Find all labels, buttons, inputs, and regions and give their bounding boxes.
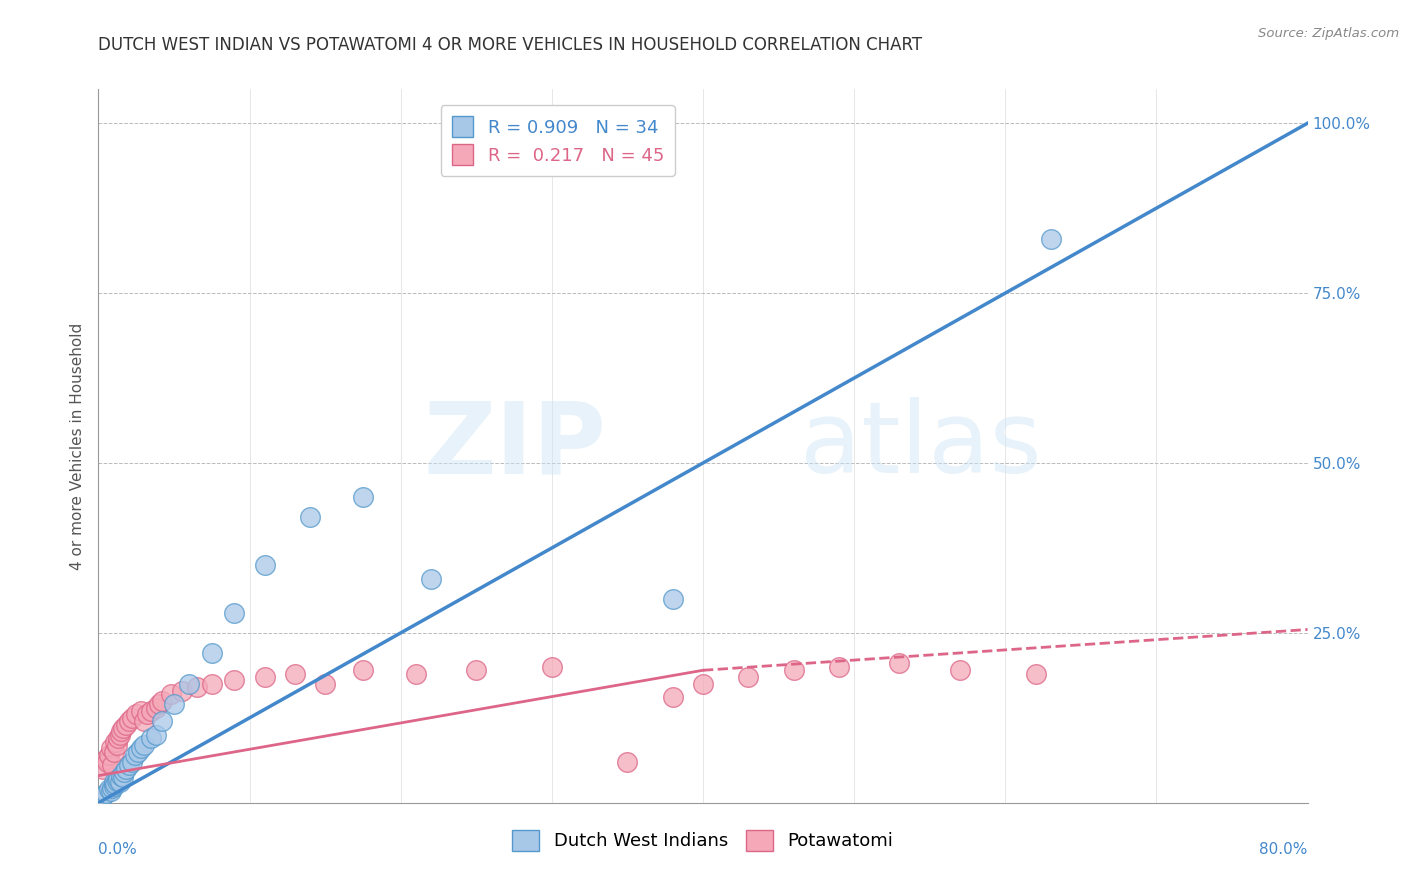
Text: atlas: atlas <box>800 398 1042 494</box>
Point <box>150 694 173 708</box>
Text: Source: ZipAtlas.com: Source: ZipAtlas.com <box>1258 27 1399 40</box>
Point <box>114 762 136 776</box>
Point <box>201 677 224 691</box>
Point <box>186 680 208 694</box>
Point <box>661 690 683 705</box>
Point <box>127 745 149 759</box>
Point <box>98 782 121 797</box>
Point <box>108 728 131 742</box>
Point <box>405 666 427 681</box>
Text: 0.0%: 0.0% <box>98 842 138 857</box>
Point <box>299 510 322 524</box>
Point <box>148 698 170 712</box>
Point <box>314 677 336 691</box>
Point <box>124 748 146 763</box>
Point <box>118 758 141 772</box>
Point <box>132 714 155 729</box>
Y-axis label: 4 or more Vehicles in Household: 4 or more Vehicles in Household <box>69 322 84 570</box>
Point <box>112 765 135 780</box>
Point <box>889 657 911 671</box>
Point <box>170 683 193 698</box>
Point <box>160 687 183 701</box>
Point <box>224 673 246 688</box>
Point <box>105 774 128 789</box>
Point <box>465 663 488 677</box>
Point <box>661 591 683 606</box>
Point <box>98 748 121 763</box>
Text: DUTCH WEST INDIAN VS POTAWATOMI 4 OR MORE VEHICLES IN HOUSEHOLD CORRELATION CHAR: DUTCH WEST INDIAN VS POTAWATOMI 4 OR MOR… <box>98 36 922 54</box>
Point <box>96 755 118 769</box>
Point <box>114 717 136 731</box>
Point <box>104 734 127 748</box>
Point <box>284 666 307 681</box>
Point <box>129 704 152 718</box>
Point <box>118 714 141 729</box>
Point <box>828 660 851 674</box>
Text: ZIP: ZIP <box>423 398 606 494</box>
Point <box>121 755 143 769</box>
Point <box>141 704 163 718</box>
Point <box>420 572 443 586</box>
Point <box>91 789 114 803</box>
Point <box>540 660 562 674</box>
Point <box>94 786 117 800</box>
Point <box>100 783 122 797</box>
Point <box>103 775 125 789</box>
Point <box>110 724 132 739</box>
Point <box>107 772 129 786</box>
Point <box>132 738 155 752</box>
Point <box>111 770 134 784</box>
Legend: Dutch West Indians, Potawatomi: Dutch West Indians, Potawatomi <box>505 822 901 858</box>
Point <box>110 769 132 783</box>
Point <box>179 677 201 691</box>
Point <box>352 490 374 504</box>
Point <box>1039 232 1062 246</box>
Point <box>737 670 759 684</box>
Point <box>121 711 143 725</box>
Point <box>100 741 122 756</box>
Point <box>253 558 276 572</box>
Point <box>103 779 125 793</box>
Point <box>145 700 167 714</box>
Point <box>163 698 186 712</box>
Point <box>108 775 131 789</box>
Point <box>101 758 124 772</box>
Point <box>145 728 167 742</box>
Point <box>94 751 117 765</box>
Text: 80.0%: 80.0% <box>1260 842 1308 857</box>
Point <box>107 731 129 746</box>
Point <box>1024 666 1046 681</box>
Point <box>101 780 124 795</box>
Point <box>91 762 114 776</box>
Point <box>141 731 163 746</box>
Point <box>253 670 276 684</box>
Point <box>105 738 128 752</box>
Point <box>224 606 246 620</box>
Point <box>104 777 127 791</box>
Point <box>129 741 152 756</box>
Point <box>692 677 714 691</box>
Point <box>125 707 148 722</box>
Point <box>352 663 374 677</box>
Point <box>949 663 972 677</box>
Point <box>103 745 125 759</box>
Point <box>150 714 173 729</box>
Point <box>111 721 134 735</box>
Point <box>616 755 638 769</box>
Point <box>783 663 806 677</box>
Point <box>135 707 157 722</box>
Point <box>201 646 224 660</box>
